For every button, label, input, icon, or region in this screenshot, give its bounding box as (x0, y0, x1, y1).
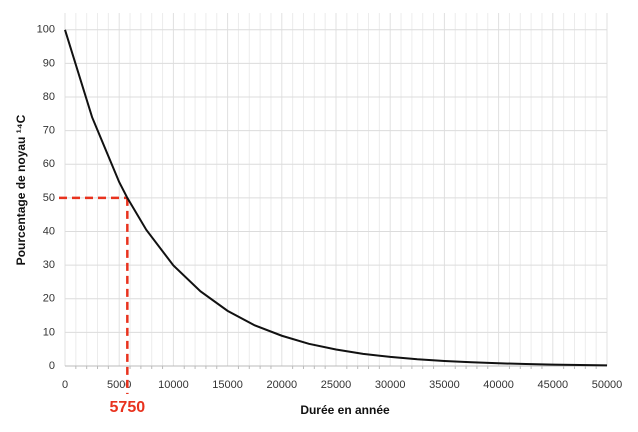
x-tick-label: 30000 (375, 379, 406, 391)
data-line (64, 29, 608, 367)
x-tick-label: 50000 (592, 379, 623, 391)
y-tick-label: 50 (43, 192, 55, 204)
y-tick-label: 30 (43, 259, 55, 271)
x-tick-label: 45000 (538, 379, 569, 391)
y-tick-label: 0 (49, 360, 55, 372)
y-tick-label: 100 (37, 24, 55, 36)
y-tick-label: 10 (43, 326, 55, 338)
y-tick-label: 60 (43, 158, 55, 170)
y-tick-label: 80 (43, 91, 55, 103)
x-tick-label: 0 (62, 379, 68, 391)
x-tick-label: 10000 (158, 379, 189, 391)
y-tick-label: 70 (43, 125, 55, 137)
annotation-label: 5750 (110, 399, 146, 416)
x-tick-label: 40000 (483, 379, 514, 391)
y-tick-label: 90 (43, 57, 55, 69)
x-tick-label: 5000 (107, 379, 131, 391)
x-tick-label: 35000 (429, 379, 460, 391)
x-tick-label: 20000 (267, 379, 298, 391)
x-tick-label: 15000 (212, 379, 243, 391)
y-axis-label: Pourcentage de noyau ¹⁴C (14, 114, 28, 265)
x-axis-label: Durée en année (300, 403, 390, 417)
y-tick-label: 40 (43, 225, 55, 237)
y-tick-label: 20 (43, 293, 55, 305)
x-tick-label: 25000 (321, 379, 352, 391)
